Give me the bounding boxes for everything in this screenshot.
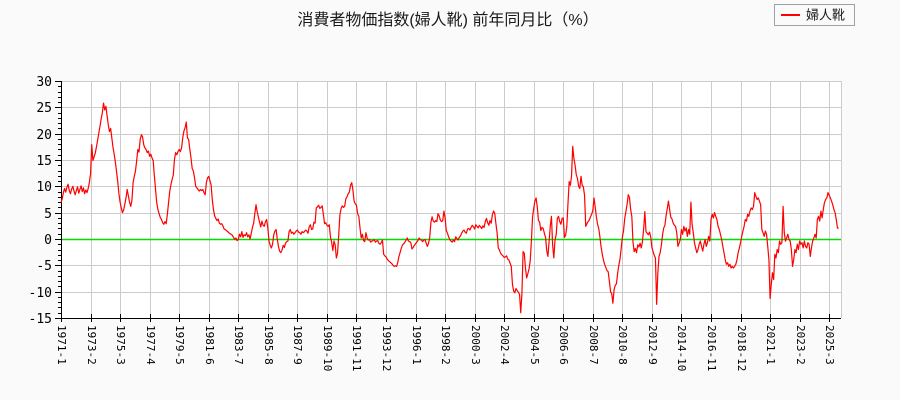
x-tick-label: 2014-10 [675, 325, 688, 371]
x-tick-label: 2006-6 [557, 325, 570, 365]
chart-title: 消費者物価指数(婦人靴) 前年同月比（%） [297, 11, 598, 29]
x-tick-label: 1989-10 [321, 325, 334, 371]
x-tick-label: 2021-1 [764, 325, 777, 365]
y-tick-label: 5 [44, 207, 52, 222]
x-tick-label: 1971-1 [55, 325, 68, 365]
x-tick-label: 1993-12 [380, 325, 393, 371]
x-tick-label: 2008-7 [587, 325, 600, 365]
y-tick-label: -5 [36, 259, 52, 274]
x-tick-label: 2012-9 [646, 325, 659, 365]
plot-area: -15 -10 -5 0 5 10 15 20 25 30 1971-1 1973-2 1975-3 19… [29, 75, 842, 371]
x-tick-label: 1977-4 [144, 325, 157, 365]
x-tick-label: 1973-2 [85, 325, 98, 365]
y-tick-label: 10 [36, 180, 52, 195]
x-tick-label: 2010-8 [616, 325, 629, 365]
x-tick-label: 2023-2 [794, 325, 807, 365]
x-tick-label: 1983-7 [232, 325, 245, 365]
legend-label: 婦人靴 [806, 8, 845, 23]
legend: 婦人靴 [774, 4, 855, 26]
y-tick-label: 15 [36, 154, 52, 169]
x-tick-label: 2000-3 [469, 325, 482, 365]
y-tick-label: -10 [29, 286, 52, 301]
x-tick-label: 1998-2 [439, 325, 452, 365]
x-tick-label: 1979-5 [173, 325, 186, 365]
x-tick-label: 1981-6 [203, 325, 216, 365]
legend-box [774, 4, 855, 26]
x-tick-label: 2025-3 [823, 325, 836, 365]
x-tick-label: 1985-8 [262, 325, 275, 365]
x-tick-label: 1975-3 [114, 325, 127, 365]
y-tick-label: 20 [36, 128, 52, 143]
x-tick-label: 2002-4 [498, 325, 511, 365]
x-tick-label: 2016-11 [705, 325, 718, 371]
y-tick-label: 30 [36, 75, 52, 90]
x-tick-label: 1996-1 [410, 325, 423, 365]
x-tick-label: 2018-12 [735, 325, 748, 371]
x-tick-label: 1987-9 [291, 325, 304, 365]
x-tick-label: 1991-11 [350, 325, 363, 371]
plot-background [61, 81, 841, 318]
y-tick-label: 25 [36, 101, 52, 116]
y-tick-label: 0 [44, 233, 52, 248]
y-tick-label: -15 [29, 312, 52, 327]
series-line [60, 102, 839, 314]
x-tick-label: 2004-5 [528, 325, 541, 365]
